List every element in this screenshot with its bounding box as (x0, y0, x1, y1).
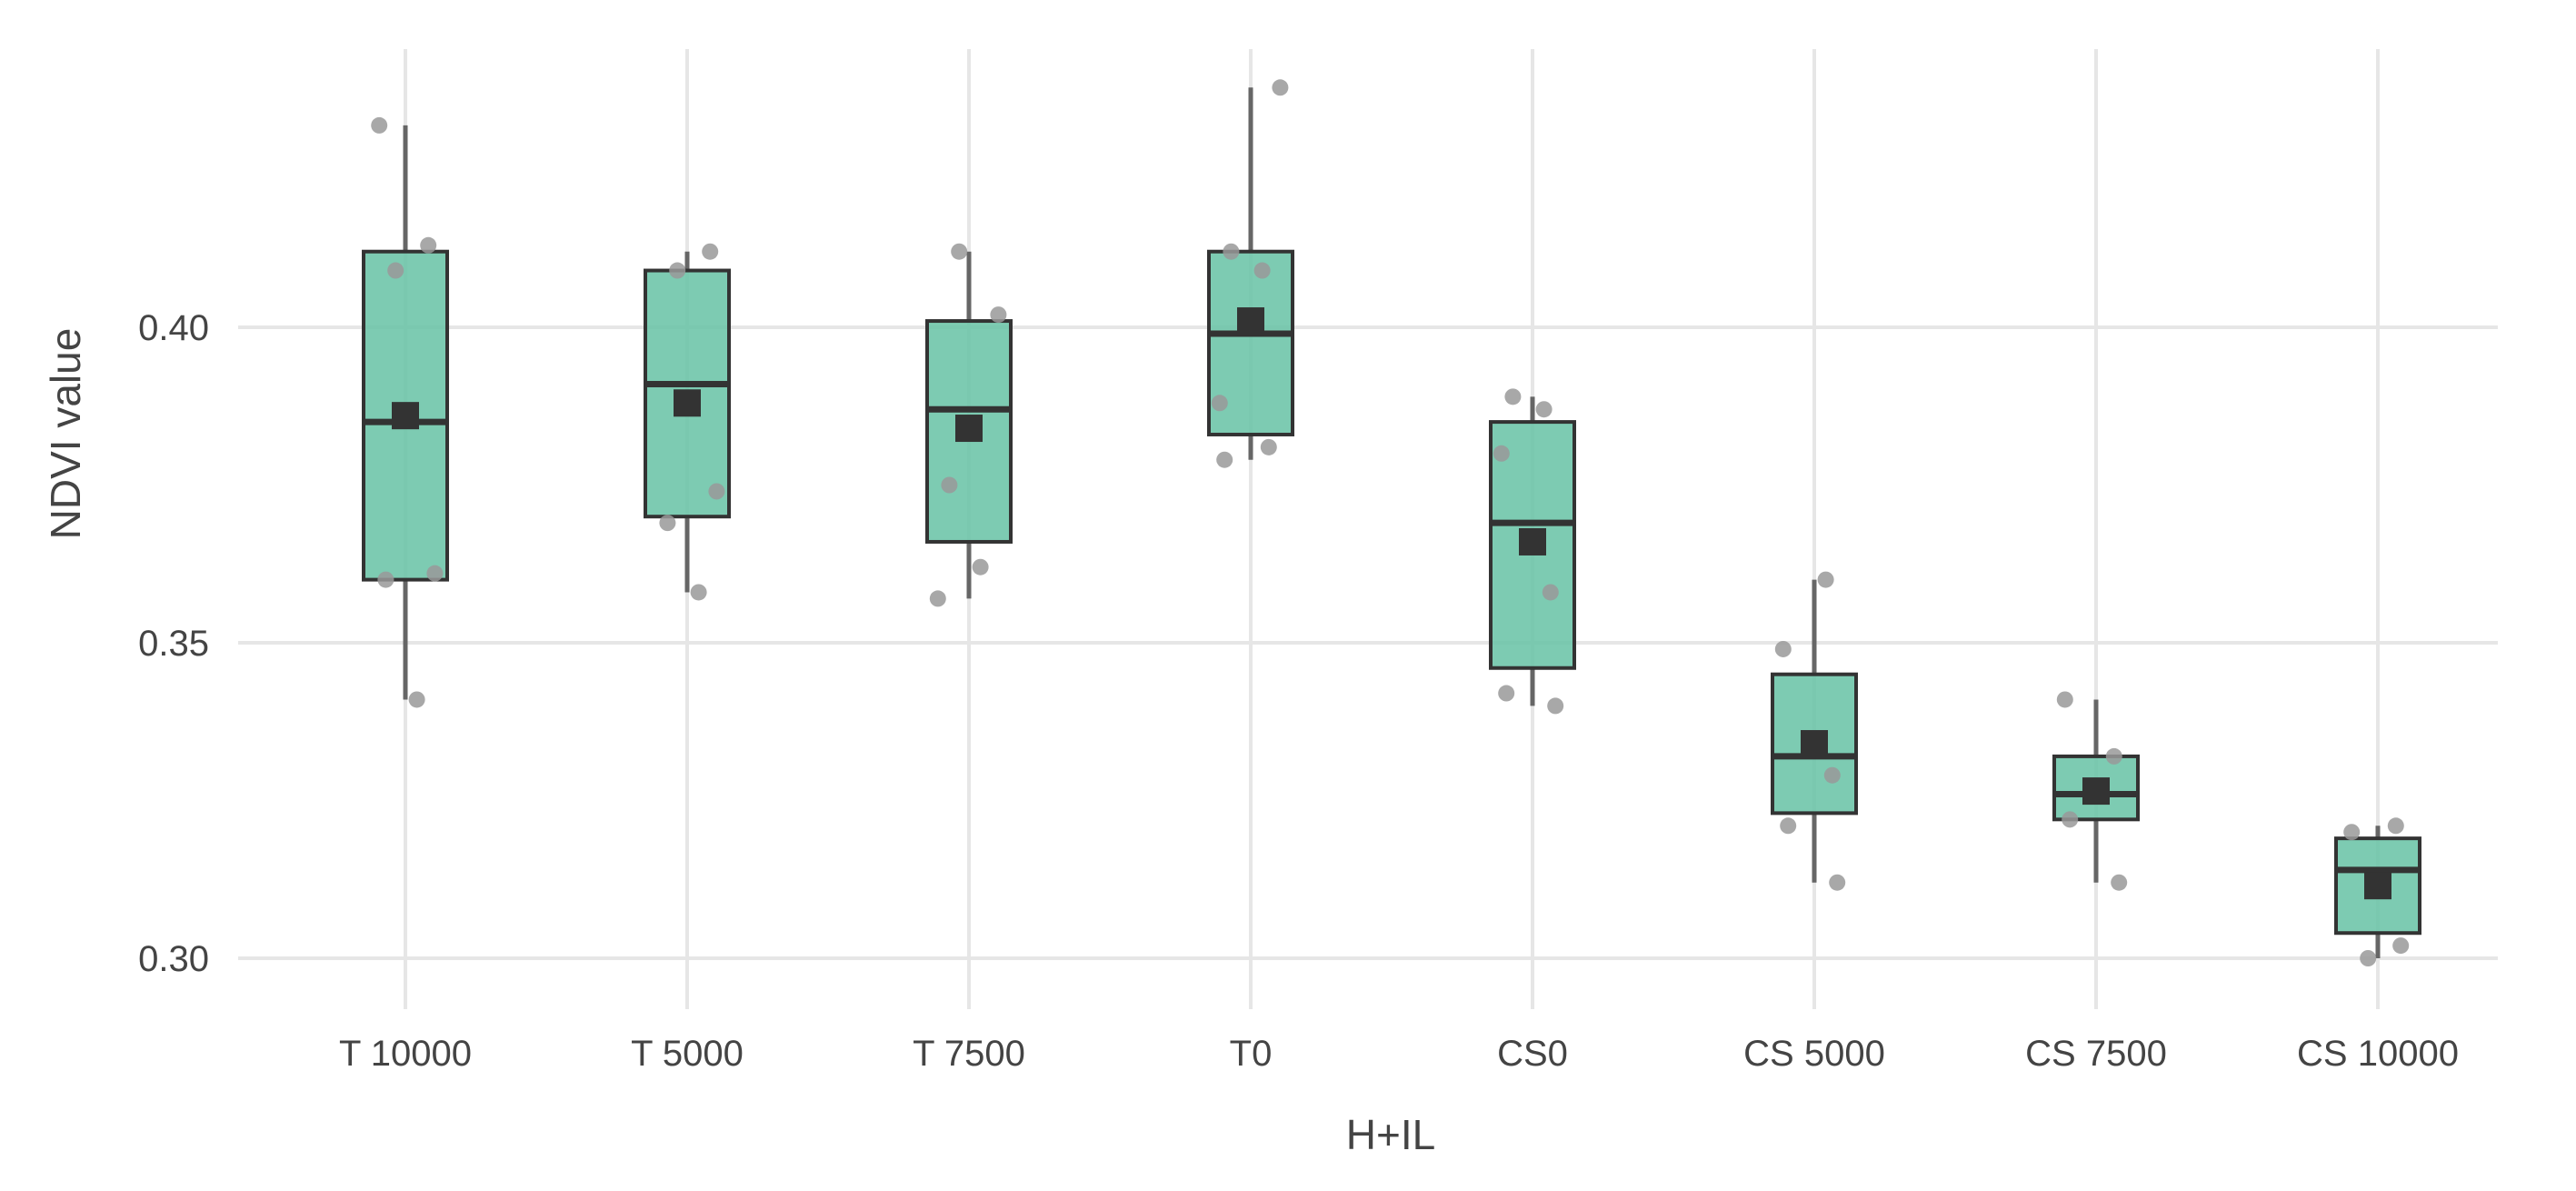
data-point (2392, 937, 2410, 955)
data-point (708, 483, 725, 500)
data-point (420, 236, 437, 254)
data-point (1780, 817, 1797, 835)
mean-marker (392, 402, 419, 430)
x-tick-label: CS 10000 (2297, 1034, 2459, 1074)
jitter-points-layer (371, 79, 2410, 966)
data-point (1216, 451, 1233, 468)
data-point (2111, 874, 2128, 891)
x-tick-label: T 10000 (339, 1034, 472, 1074)
data-point (1817, 571, 1834, 588)
mean-marker (2082, 777, 2110, 806)
x-tick-labels: T 10000 T 5000 T 7500 T0 CS0 CS 5000 CS 7500 CS… (339, 1034, 2459, 1074)
mean-marker (674, 389, 701, 417)
data-point (2360, 950, 2377, 966)
data-point (377, 571, 394, 588)
box-group-4 (1489, 396, 1576, 706)
x-tick-label: CS0 (1497, 1034, 1568, 1074)
data-point (1823, 766, 1841, 784)
data-point (2056, 691, 2073, 708)
data-point (371, 116, 388, 134)
x-tick-label: T 7500 (913, 1034, 1025, 1074)
data-point (702, 243, 719, 260)
x-tick-label: CS 5000 (1743, 1034, 1885, 1074)
mean-marker (1237, 307, 1264, 335)
data-point (1547, 697, 1564, 715)
data-point (669, 262, 686, 279)
box-group-2 (925, 251, 1013, 599)
data-point (1504, 388, 1522, 405)
data-point (2343, 824, 2361, 841)
box-group-1 (644, 251, 731, 593)
data-point (2105, 747, 2122, 765)
data-point (990, 306, 1007, 324)
data-point (1542, 584, 1559, 601)
data-point (1253, 262, 1271, 279)
data-point (1223, 243, 1240, 260)
box-group-5 (1771, 579, 1858, 883)
data-point (2387, 817, 2404, 835)
data-point (1211, 395, 1228, 412)
data-point (1260, 438, 1277, 455)
data-point (941, 476, 958, 494)
data-point (387, 262, 404, 279)
data-point (951, 243, 968, 260)
data-point (1498, 685, 1515, 702)
data-point (659, 515, 676, 532)
data-point (1774, 640, 1792, 657)
x-tick-label: T0 (1230, 1034, 1273, 1074)
mean-marker (955, 415, 983, 443)
box-group-0 (362, 125, 449, 700)
x-axis-title: H+IL (1346, 1111, 1435, 1158)
y-tick-label: 0.35 (138, 624, 209, 664)
x-tick-label: CS 7500 (2025, 1034, 2167, 1074)
mean-marker (2364, 872, 2391, 900)
data-point (1493, 445, 1510, 462)
data-point (408, 691, 425, 708)
box-group-6 (2052, 699, 2140, 883)
box-group-7 (2334, 826, 2421, 958)
data-point (972, 558, 989, 575)
data-point (690, 584, 707, 601)
mean-marker (1801, 730, 1828, 758)
y-tick-label: 0.30 (138, 939, 209, 979)
y-axis-title: NDVI value (42, 328, 89, 540)
y-tick-label: 0.40 (138, 308, 209, 348)
data-point (426, 565, 444, 582)
data-point (2062, 811, 2079, 828)
data-point (1829, 874, 1846, 891)
grid-layer (238, 49, 2498, 1009)
data-point (929, 590, 946, 607)
mean-marker (1519, 527, 1546, 555)
x-tick-label: T 5000 (631, 1034, 744, 1074)
data-point (1535, 401, 1553, 418)
data-point (1272, 79, 1289, 96)
y-tick-labels: 0.30 0.35 0.40 (138, 308, 209, 979)
